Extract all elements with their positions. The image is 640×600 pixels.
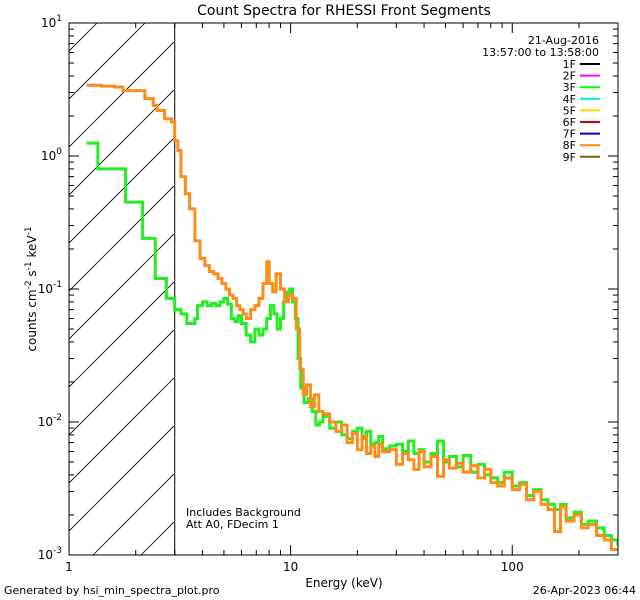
hatch-line: [333, 0, 640, 555]
x-tick-label: 1: [65, 560, 73, 574]
y-tick-label-base: 10: [38, 282, 53, 296]
y-tick-label: 10-3: [38, 546, 62, 562]
plot-frame: [68, 22, 619, 556]
legend-label-8F: 8F: [563, 139, 576, 152]
hatch-line: [69, 328, 175, 436]
date-label: 21-Aug-2016: [528, 34, 599, 47]
footer-timestamp: 26-Apr-2023 06:44: [533, 584, 636, 597]
y-axis-label-exp: -1: [24, 226, 34, 235]
hatch-line: [69, 136, 175, 244]
y-axis-label-part: s: [25, 270, 39, 280]
y-tick-label-base: 10: [41, 16, 56, 30]
legend-label-2F: 2F: [563, 70, 576, 83]
y-axis-label-part: counts cm: [25, 289, 39, 351]
legend-label-1F: 1F: [563, 58, 576, 71]
annotation-background: Includes Background: [186, 506, 301, 519]
hatch-lines: [69, 0, 640, 555]
legend-label-4F: 4F: [563, 93, 576, 106]
hatch-line: [69, 88, 175, 196]
legend-label-6F: 6F: [563, 116, 576, 129]
y-tick-label: 10-2: [38, 413, 62, 429]
legend-label-5F: 5F: [563, 104, 576, 117]
legend-label-9F: 9F: [563, 151, 576, 164]
annotation-attenuator: Att A0, FDecim 1: [186, 518, 279, 531]
x-tick-label: 10: [283, 560, 298, 574]
series-lines: [86, 83, 618, 551]
y-tick-label-exp: 0: [56, 147, 62, 157]
hatch-line: [69, 40, 175, 148]
y-tick-label: 10-1: [38, 280, 62, 296]
x-axis-label: Energy (keV): [305, 576, 382, 590]
y-tick-label-base: 10: [38, 415, 53, 429]
axis-ticks: [68, 22, 619, 556]
series-line-8F: [86, 83, 618, 551]
hatch-line: [69, 376, 175, 484]
legend-label-3F: 3F: [563, 81, 576, 94]
y-tick-label: 101: [41, 14, 62, 30]
x-tick-labels: 1 10 100: [65, 560, 524, 574]
y-axis-label-exp: -1: [24, 261, 34, 270]
y-tick-label-base: 10: [38, 548, 53, 562]
y-tick-label-exp: 1: [56, 14, 62, 24]
y-axis-label-exp: -2: [24, 280, 34, 289]
y-tick-label-exp: -2: [53, 413, 62, 423]
hatch-line: [429, 0, 640, 555]
hatch-line: [621, 0, 640, 555]
hatch-line: [69, 424, 175, 532]
y-tick-label-exp: -3: [53, 546, 62, 556]
series-line-3F: [86, 141, 618, 546]
x-tick-label: 100: [501, 560, 524, 574]
y-tick-label-exp: -1: [53, 280, 62, 290]
hatch-region: [69, 0, 640, 555]
hatch-line-group: [69, 0, 640, 555]
y-tick-label: 100: [41, 147, 62, 163]
time-range-label: 13:57:00 to 13:58:00: [482, 46, 599, 59]
y-tick-label-base: 10: [41, 149, 56, 163]
hatch-line: [477, 0, 640, 555]
hatch-line: [69, 184, 175, 292]
hatch-line: [573, 0, 640, 555]
chart-title: Count Spectra for RHESSI Front Segments: [197, 3, 491, 19]
hatch-line: [525, 0, 640, 555]
y-axis-label: counts cm-2 s-1 keV-1: [24, 226, 39, 351]
footer-generated-by: Generated by hsi_min_spectra_plot.pro: [4, 584, 220, 597]
legend-label-7F: 7F: [563, 128, 576, 141]
y-axis-label-part: keV: [25, 235, 39, 262]
